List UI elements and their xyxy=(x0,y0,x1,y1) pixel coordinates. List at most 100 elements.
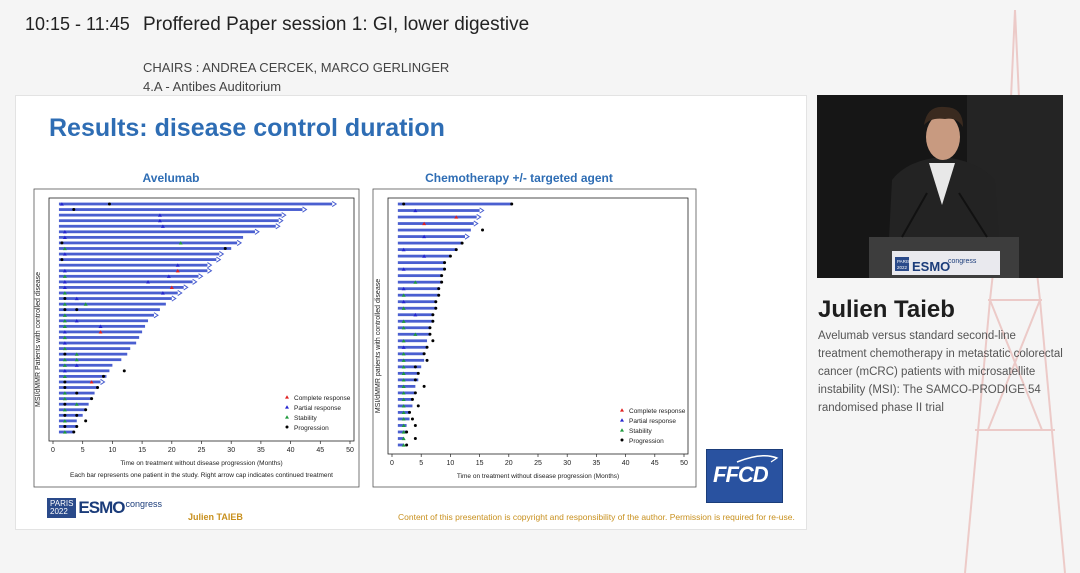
progression-marker xyxy=(75,308,79,312)
x-axis-label: Time on treatment without disease progre… xyxy=(457,473,619,480)
patient-bar xyxy=(58,230,255,234)
progression-marker xyxy=(510,202,514,206)
x-tick-label: 25 xyxy=(198,447,206,454)
x-tick-label: 5 xyxy=(419,460,423,467)
patient-bar xyxy=(58,302,166,306)
speaker-video: PARIS 2022 ESMO congress xyxy=(817,95,1063,278)
patient-bar xyxy=(58,352,128,356)
progression-marker xyxy=(63,308,67,312)
progression-marker xyxy=(72,430,76,434)
speaker-video-scene: PARIS 2022 ESMO congress xyxy=(817,95,1063,278)
patient-bar xyxy=(58,369,110,373)
stability-marker xyxy=(62,274,67,278)
continued-treatment-arrow xyxy=(100,378,106,385)
podium-logo-city: PARIS xyxy=(897,259,910,264)
patient-bar xyxy=(58,286,184,289)
x-tick-label: 20 xyxy=(168,447,176,454)
partial-marker xyxy=(413,208,418,213)
x-tick-label: 10 xyxy=(447,460,455,467)
complete-marker xyxy=(98,330,103,334)
slide-footer-copyright: Content of this presentation is copyrigh… xyxy=(398,512,795,522)
progression-marker xyxy=(428,326,432,330)
progression-marker xyxy=(72,208,76,212)
continued-treatment-arrow xyxy=(281,212,287,219)
patient-bar xyxy=(58,380,101,384)
progression-marker xyxy=(481,228,485,232)
partial-marker xyxy=(62,268,67,273)
partial-marker xyxy=(62,285,67,290)
session-title: Proffered Paper session 1: GI, lower dig… xyxy=(143,14,530,35)
esmo-logo-year: 2022 xyxy=(50,507,68,516)
x-tick-label: 50 xyxy=(346,447,354,454)
stability-marker xyxy=(401,325,406,330)
progression-marker xyxy=(413,378,417,382)
legend-progression-marker xyxy=(285,425,289,429)
x-tick-label: 50 xyxy=(680,460,688,467)
patient-bar xyxy=(58,386,98,389)
patient-bar xyxy=(58,374,107,378)
patient-bar xyxy=(397,300,436,304)
progression-marker xyxy=(75,413,79,417)
patient-bar xyxy=(397,267,445,271)
progression-marker xyxy=(460,241,464,245)
continued-treatment-arrow xyxy=(331,200,338,208)
patient-bar xyxy=(58,347,131,350)
patient-bar xyxy=(58,274,199,278)
progression-marker xyxy=(425,358,429,362)
complete-marker xyxy=(454,215,459,219)
continued-treatment-arrow xyxy=(219,251,225,258)
progression-marker xyxy=(101,374,105,378)
legend-label: Stability xyxy=(294,415,318,422)
progression-marker xyxy=(122,369,126,373)
continued-treatment-arrow xyxy=(278,217,284,224)
progression-marker xyxy=(405,443,409,447)
podium-logo-word: ESMO xyxy=(912,259,950,274)
patient-bar xyxy=(397,319,433,323)
patient-bar xyxy=(58,313,154,317)
patient-bar xyxy=(58,336,140,339)
continued-treatment-arrow xyxy=(171,295,177,302)
patient-bar xyxy=(58,219,279,223)
continued-treatment-arrow xyxy=(254,228,260,235)
patient-bar xyxy=(397,424,407,427)
stability-marker xyxy=(401,436,406,441)
stability-marker xyxy=(401,397,406,402)
partial-marker xyxy=(157,218,162,223)
partial-marker xyxy=(157,213,162,217)
patient-bar xyxy=(397,398,413,401)
esmo-logo-congress: congress xyxy=(125,499,163,509)
progression-marker xyxy=(90,397,94,401)
x-tick-label: 5 xyxy=(81,447,85,454)
stability-marker xyxy=(413,332,418,336)
patient-bar xyxy=(397,261,445,265)
partial-marker xyxy=(175,263,180,267)
progression-marker xyxy=(84,419,88,423)
continued-treatment-arrow xyxy=(479,207,485,214)
stability-marker xyxy=(62,324,67,328)
patient-bar xyxy=(58,341,137,345)
y-axis-label: MSI/dMMR patients with controlled diseas… xyxy=(375,279,382,413)
legend-progression-marker xyxy=(620,438,624,442)
x-tick-label: 40 xyxy=(287,447,295,454)
progression-marker xyxy=(413,391,417,395)
progression-marker xyxy=(405,430,409,434)
legend-label: Complete response xyxy=(629,408,686,415)
progression-marker xyxy=(63,386,67,390)
continued-treatment-arrow xyxy=(476,214,482,221)
slide-title: Results: disease control duration xyxy=(49,114,445,142)
stability-marker xyxy=(74,402,79,406)
stability-marker xyxy=(62,302,67,306)
complete-marker xyxy=(169,285,174,290)
patient-bar xyxy=(397,228,471,232)
legend-label: Partial response xyxy=(294,405,341,412)
patient-bar xyxy=(58,241,238,245)
x-tick-label: 45 xyxy=(316,447,324,454)
progression-marker xyxy=(63,380,67,384)
x-tick-label: 35 xyxy=(257,447,265,454)
x-tick-label: 30 xyxy=(227,447,235,454)
stability-marker xyxy=(62,430,67,434)
stability-marker xyxy=(62,346,67,351)
progression-marker xyxy=(413,423,417,427)
podium-logo-year: 2022 xyxy=(897,265,908,270)
progression-marker xyxy=(410,397,414,401)
